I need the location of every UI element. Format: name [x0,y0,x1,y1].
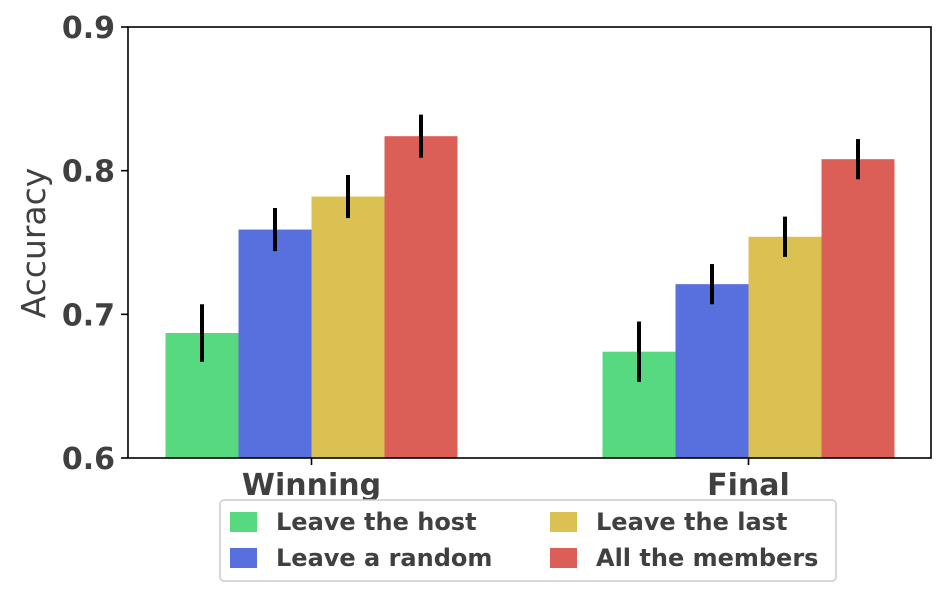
legend-frame [219,499,837,582]
y-axis-title: Accuracy [14,168,53,319]
y-tick-label: 0.9 [62,11,115,46]
legend-label: Leave the last [596,508,787,536]
bars-layer [165,136,895,459]
legend-swatch [550,512,577,532]
bar [238,229,312,458]
bar [821,159,895,458]
y-tick-label: 0.8 [62,155,115,190]
bar [675,284,749,458]
bar [311,196,385,458]
legend-items: Leave the host Leave a random Leave the la… [230,508,818,572]
legend-swatch [550,548,577,568]
legend-label: Leave a random [276,544,492,572]
x-tick-label: Final [707,468,790,503]
x-tick-label: Winning [242,468,381,503]
error-bars-layer [200,114,860,382]
plot-frame [127,26,932,459]
y-tick-label: 0.7 [62,298,115,333]
y-tick-label: 0.6 [62,442,115,477]
x-axis: Winning Final [242,458,790,503]
y-axis: 0.6 0.7 0.8 0.9 [62,11,128,477]
legend: Leave the host Leave a random Leave the la… [219,499,837,582]
legend-label: Leave the host [276,508,477,536]
bar [384,136,458,459]
legend-label: All the members [596,544,818,572]
legend-swatch [230,548,257,568]
legend-swatch [230,512,257,532]
bar [748,236,822,458]
